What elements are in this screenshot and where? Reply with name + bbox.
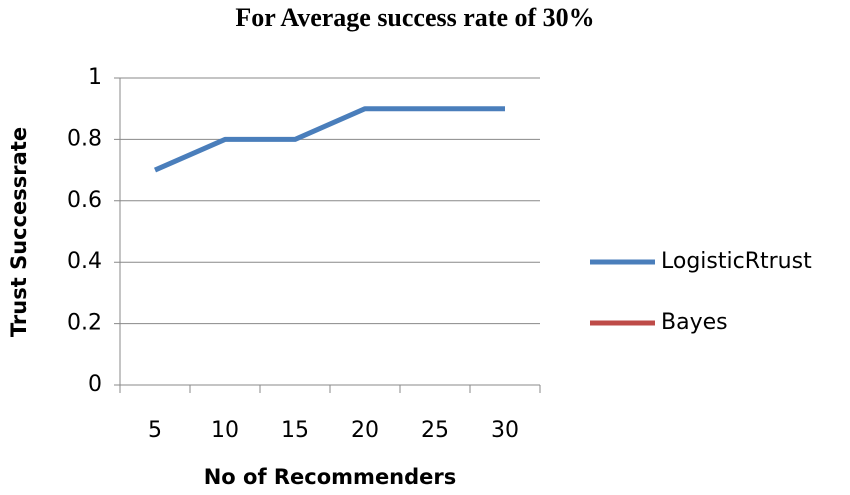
x-axis-label: No of Recommenders [204, 465, 457, 489]
legend-label: LogisticRtrust [661, 249, 812, 274]
y-tick-label: 0.6 [67, 188, 102, 213]
chart-title: For Average success rate of 30% [235, 3, 594, 32]
x-tick-label: 25 [421, 418, 449, 443]
y-tick-label: 0.2 [67, 311, 102, 336]
x-tick-label: 30 [491, 418, 519, 443]
y-axis-label: Trust Successrate [7, 127, 31, 337]
x-tick-label: 15 [281, 418, 309, 443]
x-tick-label: 10 [211, 418, 239, 443]
x-tick-label: 20 [351, 418, 379, 443]
y-tick-label: 0.8 [67, 126, 102, 151]
y-tick-label: 1 [88, 65, 102, 90]
x-tick-label: 5 [148, 418, 162, 443]
y-tick-label: 0.4 [67, 249, 102, 274]
series-line [153, 106, 505, 173]
legend-label: Bayes [661, 310, 728, 335]
y-tick-label: 0 [88, 372, 102, 397]
